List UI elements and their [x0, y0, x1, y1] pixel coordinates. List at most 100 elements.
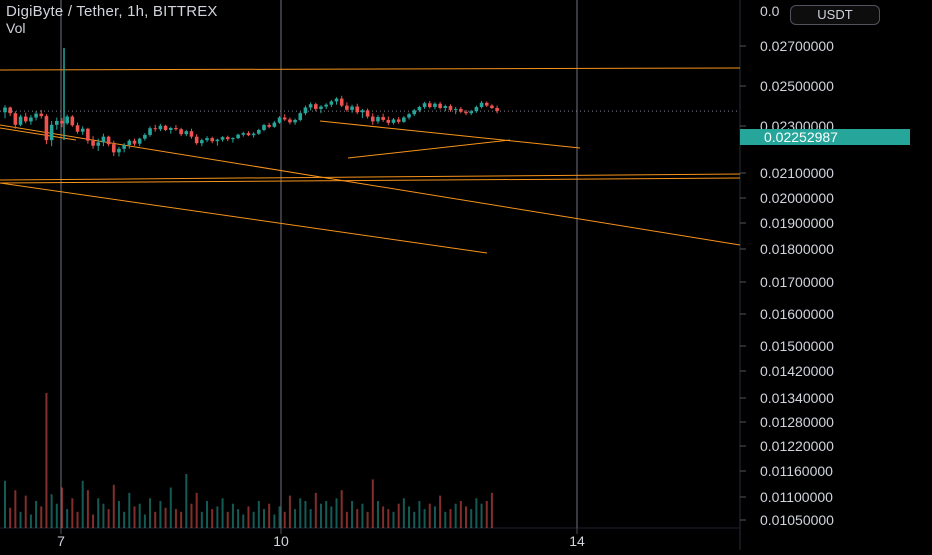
candle-body[interactable] [184, 131, 189, 135]
candle-body[interactable] [464, 111, 468, 114]
candle-body[interactable] [200, 140, 204, 144]
candle-body[interactable] [18, 116, 23, 125]
candle-body[interactable] [137, 138, 142, 144]
candle-body[interactable] [70, 116, 75, 126]
candle-body[interactable] [443, 106, 448, 108]
candle-body[interactable] [143, 134, 147, 139]
candle-body[interactable] [13, 113, 18, 125]
candle-body[interactable] [49, 124, 54, 141]
trendline-5[interactable] [0, 182, 488, 254]
candle-body[interactable] [231, 138, 235, 140]
volume-indicator-label[interactable]: Vol [6, 20, 26, 36]
trendline-1[interactable] [0, 67, 741, 71]
candle-body[interactable] [396, 119, 401, 122]
candle-body[interactable] [168, 127, 173, 130]
candle-body[interactable] [459, 108, 463, 112]
candle-body[interactable] [448, 106, 453, 110]
candle-body[interactable] [407, 114, 411, 118]
candle-body[interactable] [251, 133, 256, 136]
candle-body[interactable] [293, 119, 297, 123]
candle-body[interactable] [153, 128, 158, 130]
candle-body[interactable] [329, 101, 334, 105]
trendline-4[interactable] [0, 177, 741, 184]
candle-body[interactable] [495, 107, 499, 112]
candle-body[interactable] [241, 133, 246, 135]
candle-body[interactable] [490, 105, 494, 108]
candle-body[interactable] [86, 128, 90, 141]
candle-body[interactable] [469, 111, 473, 114]
candle-body[interactable] [80, 128, 85, 132]
candle-body[interactable] [314, 104, 318, 109]
candle-body[interactable] [427, 103, 432, 108]
candle-body[interactable] [438, 103, 442, 108]
candle-body[interactable] [303, 107, 308, 114]
candle-body[interactable] [324, 104, 328, 107]
candle-body[interactable] [402, 117, 406, 122]
candle-body[interactable] [8, 107, 12, 114]
candle-body[interactable] [174, 127, 178, 130]
candle-body[interactable] [246, 133, 251, 136]
candle-body[interactable] [319, 106, 323, 109]
candle-body[interactable] [262, 125, 266, 130]
candle-body[interactable] [417, 107, 422, 111]
candle-body[interactable] [391, 119, 396, 123]
candle-body[interactable] [65, 116, 69, 124]
candle-body[interactable] [75, 125, 80, 132]
candle-body[interactable] [381, 117, 385, 120]
candle-body[interactable] [101, 136, 106, 143]
trendline-6[interactable] [319, 120, 581, 149]
candle-body[interactable] [345, 105, 349, 110]
candle-body[interactable] [277, 117, 282, 123]
candle-body[interactable] [360, 110, 365, 113]
candle-body[interactable] [158, 125, 163, 130]
currency-button[interactable]: USDT [790, 5, 880, 25]
candle-body[interactable] [272, 122, 277, 127]
candle-body[interactable] [474, 107, 479, 112]
trendline-2[interactable] [0, 124, 741, 246]
candle-body[interactable] [91, 140, 95, 146]
candle-body[interactable] [288, 119, 292, 123]
candle-body[interactable] [350, 106, 354, 110]
candle-body[interactable] [479, 102, 484, 108]
candle-body[interactable] [339, 98, 344, 106]
candle-body[interactable] [117, 148, 121, 153]
candle-body[interactable] [29, 117, 33, 122]
candle-body[interactable] [370, 116, 375, 122]
candle-body[interactable] [179, 129, 183, 135]
candle-body[interactable] [334, 98, 339, 102]
candle-body[interactable] [96, 142, 101, 146]
candle-body[interactable] [148, 128, 152, 135]
candle-body[interactable] [215, 139, 220, 142]
candle-body[interactable] [122, 144, 126, 149]
candle-body[interactable] [55, 120, 59, 125]
candle-body[interactable] [298, 113, 303, 120]
candle-body[interactable] [194, 136, 199, 144]
candle-body[interactable] [422, 103, 427, 108]
candle-body[interactable] [267, 125, 271, 127]
candle-body[interactable] [225, 137, 230, 140]
candle-body[interactable] [106, 136, 111, 145]
candle-body[interactable] [257, 129, 261, 134]
candle-body[interactable] [3, 107, 7, 113]
candle-body[interactable] [127, 140, 132, 145]
candle-body[interactable] [189, 131, 194, 137]
candle-body[interactable] [386, 119, 391, 123]
candle-body[interactable] [412, 110, 417, 115]
candle-body[interactable] [308, 104, 313, 108]
candle-body[interactable] [39, 113, 44, 117]
trendline-7[interactable] [347, 139, 511, 159]
candle-body[interactable] [132, 140, 137, 144]
candle-body[interactable] [433, 103, 437, 108]
candle-body[interactable] [365, 110, 370, 117]
candle-body[interactable] [163, 125, 168, 130]
candle-body[interactable] [205, 138, 209, 141]
trendline-3[interactable] [0, 173, 741, 181]
candle-body[interactable] [44, 116, 49, 141]
candle-body[interactable] [484, 102, 489, 106]
candle-body[interactable] [355, 106, 360, 113]
candle-body[interactable] [453, 108, 458, 110]
candle-body[interactable] [282, 117, 287, 120]
candle-body[interactable] [60, 120, 64, 124]
